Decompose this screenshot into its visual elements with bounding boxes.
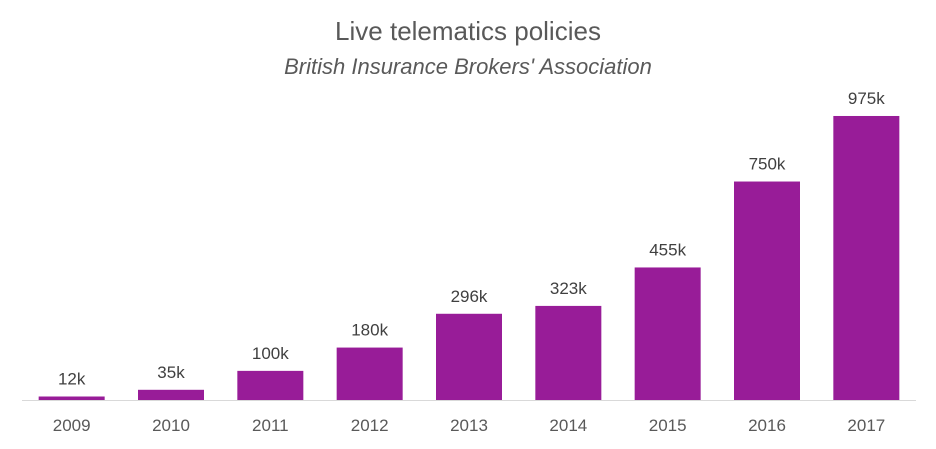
x-tick-label-2009: 2009 [53, 416, 91, 435]
chart-subtitle: British Insurance Brokers' Association [284, 54, 652, 79]
x-tick-label-2014: 2014 [549, 416, 587, 435]
data-label-2010: 35k [157, 363, 185, 382]
x-tick-label-2011: 2011 [252, 416, 289, 435]
data-label-2009: 12k [58, 370, 86, 389]
bar-2009 [38, 396, 105, 400]
bar-2010 [138, 389, 204, 400]
x-tick-label-2015: 2015 [649, 416, 687, 435]
x-tick-label-2017: 2017 [847, 416, 885, 435]
data-label-2011: 100k [252, 344, 289, 363]
bar-2012 [336, 347, 403, 400]
bar-2015 [634, 267, 701, 400]
data-label-2013: 296k [451, 287, 488, 306]
x-tick-label-2010: 2010 [152, 416, 190, 435]
data-label-2015: 455k [649, 240, 686, 259]
x-tick-label-2013: 2013 [450, 416, 488, 435]
bar-2013 [436, 313, 502, 400]
x-tick-label-2016: 2016 [748, 416, 786, 435]
data-label-2014: 323k [550, 279, 587, 298]
x-tick-label-2012: 2012 [351, 416, 389, 435]
data-label-2017: 975k [848, 89, 885, 108]
bar-2014 [535, 305, 602, 400]
bar-2011 [237, 370, 304, 400]
bar-2017 [833, 115, 900, 401]
bar-2016 [734, 181, 800, 400]
chart-title: Live telematics policies [335, 16, 601, 46]
data-label-2012: 180k [351, 321, 388, 340]
data-label-2016: 750k [749, 155, 786, 174]
